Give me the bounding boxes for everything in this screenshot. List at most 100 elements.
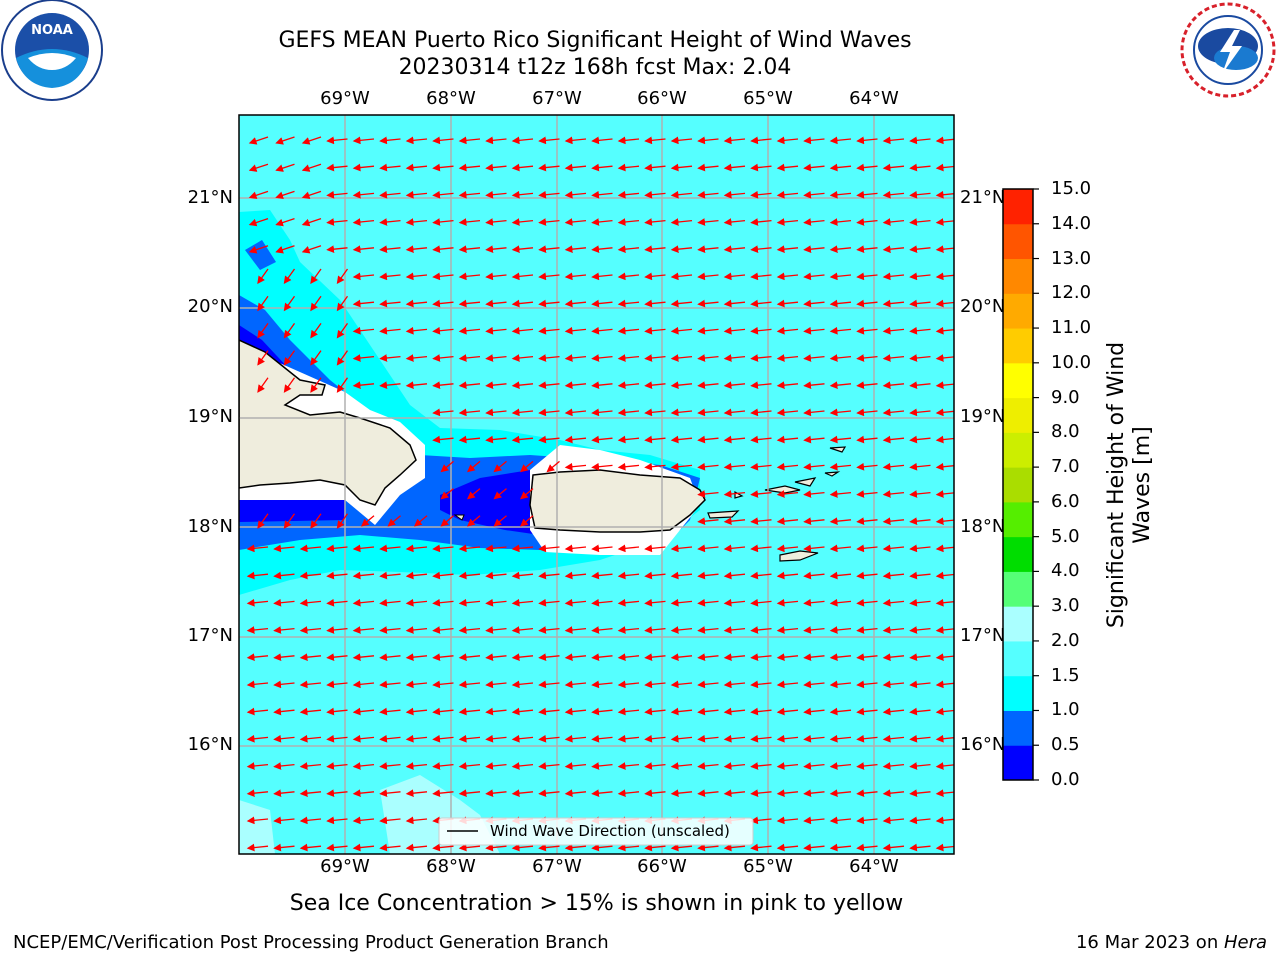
wind-wave-arrow [909,571,931,580]
wind-wave-arrow [829,789,852,798]
wind-wave-arrow [458,789,481,798]
wind-wave-arrow [564,190,587,199]
wind-wave-arrow [617,707,640,716]
wind-wave-arrow [379,218,401,226]
wind-wave-arrow [379,762,401,770]
wind-wave-arrow [405,653,428,662]
wind-wave-arrow [829,218,852,226]
wind-wave-arrow [485,163,507,172]
wind-wave-arrow [301,190,322,200]
wind-wave-arrow [467,515,481,527]
wind-wave-arrow [591,354,613,362]
wind-wave-arrow [829,598,852,607]
wind-wave-arrow [909,272,931,281]
wind-wave-arrow [750,517,772,526]
lat-tick-right: 19°N [960,406,1006,427]
wind-wave-arrow [670,326,693,335]
wind-wave-arrow [299,544,322,553]
wind-wave-arrow [458,354,481,362]
footer-date: 16 Mar 2023 on [1075,932,1224,953]
wind-wave-arrow [670,163,693,172]
wind-wave-arrow [776,408,799,417]
wind-wave-arrow [697,354,719,362]
wind-wave-arrow [776,626,799,634]
wind-wave-arrow [882,653,905,662]
legend-label: Wind Wave Direction (unscaled) [490,822,730,840]
wind-wave-arrow [299,653,322,662]
wind-wave-arrow [776,299,799,308]
wind-wave-arrow [248,136,269,145]
wind-wave-arrow [882,571,905,580]
wind-wave-arrow [432,163,454,172]
wind-wave-arrow [723,598,746,607]
wind-wave-arrow [909,245,931,254]
wind-wave-arrow [670,381,693,390]
wind-wave-arrow [511,136,534,145]
wind-wave-arrow [882,707,905,716]
colorbar-level-label: 4.0 [1051,560,1080,582]
wind-wave-arrow [591,435,613,444]
wind-wave-arrow [336,295,349,312]
wind-wave-arrow [564,326,587,335]
wind-wave-arrow [379,544,401,553]
wind-wave-arrow [617,163,640,172]
wind-wave-arrow [856,517,878,526]
wind-wave-arrow [432,626,454,634]
wind-wave-arrow [644,789,666,798]
wind-wave-arrow [379,707,401,716]
wind-wave-arrow [803,490,825,498]
wind-wave-arrow [299,626,322,634]
wind-wave-arrow [803,571,825,580]
wind-wave-arrow [485,843,507,852]
wind-wave-arrow [336,323,349,339]
wind-wave-arrow [301,163,322,172]
wind-wave-arrow [803,381,825,390]
wind-wave-arrow [723,245,746,254]
lon-tick-top: 64°W [849,88,899,109]
colorbar-level-label: 9.0 [1051,386,1080,408]
wind-wave-arrow [538,326,560,335]
wind-wave-arrow [697,163,719,172]
wind-wave-arrow [257,350,269,366]
wind-wave-arrow [326,571,348,580]
wind-wave-arrow [493,488,507,500]
wind-wave-arrow [909,490,931,498]
noaa-logo-icon: NOAA [0,0,104,104]
wind-wave-arrow [520,515,534,527]
wind-wave-arrow [803,245,825,254]
lon-tick-bottom: 67°W [532,856,582,877]
wind-wave-arrow [670,680,693,689]
wind-wave-arrow [644,299,666,308]
wind-wave-arrow [856,272,878,281]
wind-wave-arrow [432,789,454,798]
colorbar-segment [1003,432,1033,468]
colorbar-level-label: 1.0 [1051,699,1080,721]
wind-wave-arrow [591,789,613,798]
wind-wave-arrow [856,163,878,172]
wind-wave-arrow [283,350,296,366]
wind-wave-arrow [273,789,295,798]
wind-wave-arrow [776,136,799,145]
wind-wave-arrow [458,653,481,662]
wind-wave-arrow [644,408,666,417]
colorbar-level-label: 11.0 [1051,317,1092,339]
wind-wave-arrow [776,789,799,798]
wind-wave-arrow [485,408,507,417]
wind-wave-arrow [246,653,269,662]
wind-wave-arrow [511,762,534,770]
wind-wave-arrow [538,245,560,254]
wind-wave-arrow [697,571,719,580]
wind-wave-arrow [432,762,454,770]
wind-wave-arrow [644,218,666,226]
wind-wave-arrow [670,544,693,553]
wind-wave-arrow [750,245,772,254]
wind-wave-arrow [405,571,428,580]
wind-wave-arrow [617,598,640,607]
wind-wave-arrow [379,272,401,281]
wind-wave-arrow [750,136,772,145]
wind-wave-arrow [856,381,878,390]
colorbar-level-label: 7.0 [1051,456,1080,478]
wind-wave-arrow [352,734,375,743]
wind-wave-arrow [405,680,428,689]
wind-wave-arrow [352,381,375,390]
